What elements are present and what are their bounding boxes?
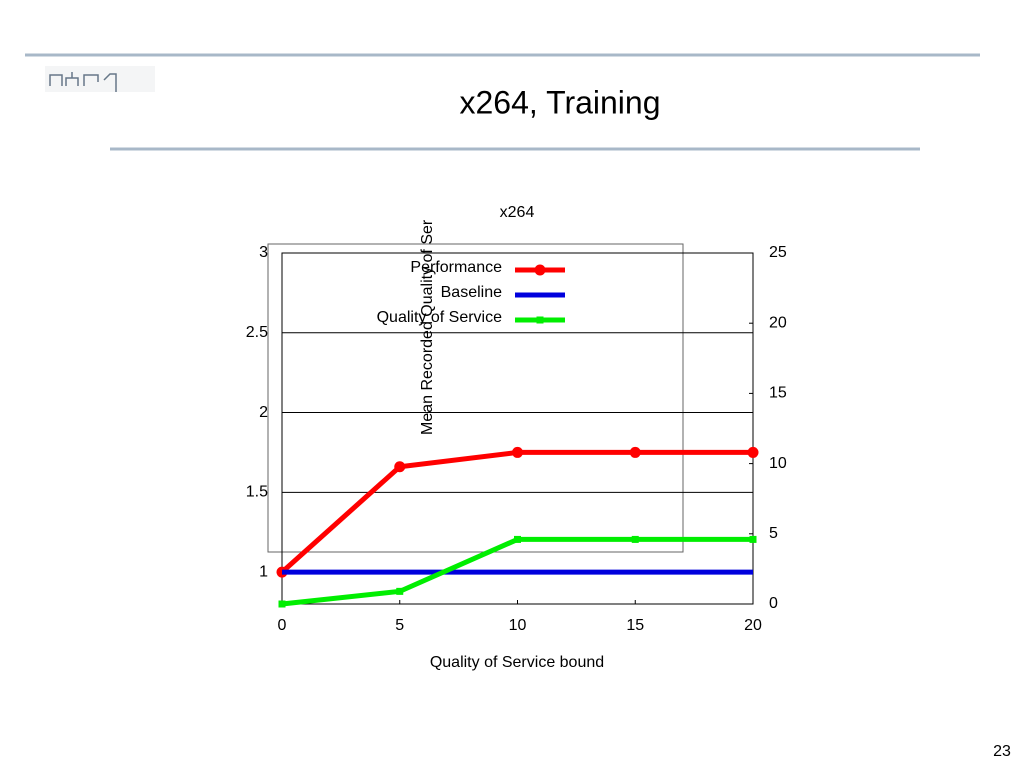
point — [514, 535, 521, 543]
x-tick-label: 15 — [626, 617, 644, 634]
legend-label: Baseline — [441, 284, 502, 301]
page-number: 23 — [993, 743, 1011, 760]
y2-tick-label: 15 — [769, 385, 787, 402]
point — [749, 535, 757, 543]
point — [278, 600, 286, 608]
legend-marker — [534, 264, 546, 276]
y-tick-label: 1.5 — [246, 484, 268, 501]
point — [629, 446, 641, 458]
y2-tick-label: 25 — [769, 244, 787, 261]
legend-label: Performance — [410, 259, 502, 276]
y-tick-label: 2.5 — [246, 324, 268, 341]
x-tick-label: 0 — [278, 617, 287, 634]
legend-box — [267, 243, 684, 553]
logo — [45, 66, 155, 92]
point — [394, 461, 406, 473]
point — [631, 535, 639, 543]
series-line — [280, 449, 753, 574]
legend-marker — [536, 316, 544, 324]
y-tick-label: 2 — [259, 404, 268, 421]
y2-tick-label: 10 — [769, 455, 787, 472]
chart-title: x264 — [500, 204, 535, 221]
y2-tick-label: 0 — [769, 595, 778, 612]
x-tick-label: 10 — [509, 617, 527, 634]
x-tick-label: 20 — [744, 617, 762, 634]
point — [512, 446, 523, 458]
y-tick-label: 1 — [259, 563, 268, 580]
plot-frame — [281, 252, 754, 605]
point — [747, 446, 759, 458]
y-axis-label: Mean Recorded Quality of Ser — [419, 219, 436, 435]
y2-tick-label: 5 — [769, 525, 778, 542]
y2-tick-label: 20 — [769, 314, 787, 331]
x-tick-label: 5 — [395, 617, 404, 634]
point — [396, 587, 404, 595]
y-tick-label: 3 — [259, 244, 268, 261]
x-axis-label: Quality of Service bound — [430, 654, 604, 671]
legend-label: Quality of Service — [377, 309, 502, 326]
slide-title: x264, Training — [459, 84, 660, 120]
